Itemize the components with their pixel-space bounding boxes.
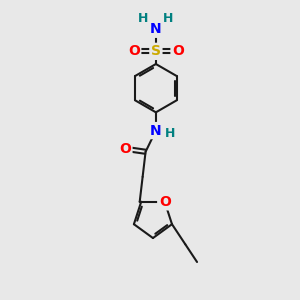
Text: O: O (128, 44, 140, 58)
Text: N: N (150, 22, 162, 36)
Text: H: H (163, 12, 173, 25)
Text: O: O (119, 142, 131, 156)
Text: S: S (151, 44, 161, 58)
Text: N: N (150, 124, 162, 138)
Text: O: O (159, 195, 171, 209)
Text: O: O (172, 44, 184, 58)
Text: H: H (165, 127, 175, 140)
Text: H: H (138, 12, 149, 25)
